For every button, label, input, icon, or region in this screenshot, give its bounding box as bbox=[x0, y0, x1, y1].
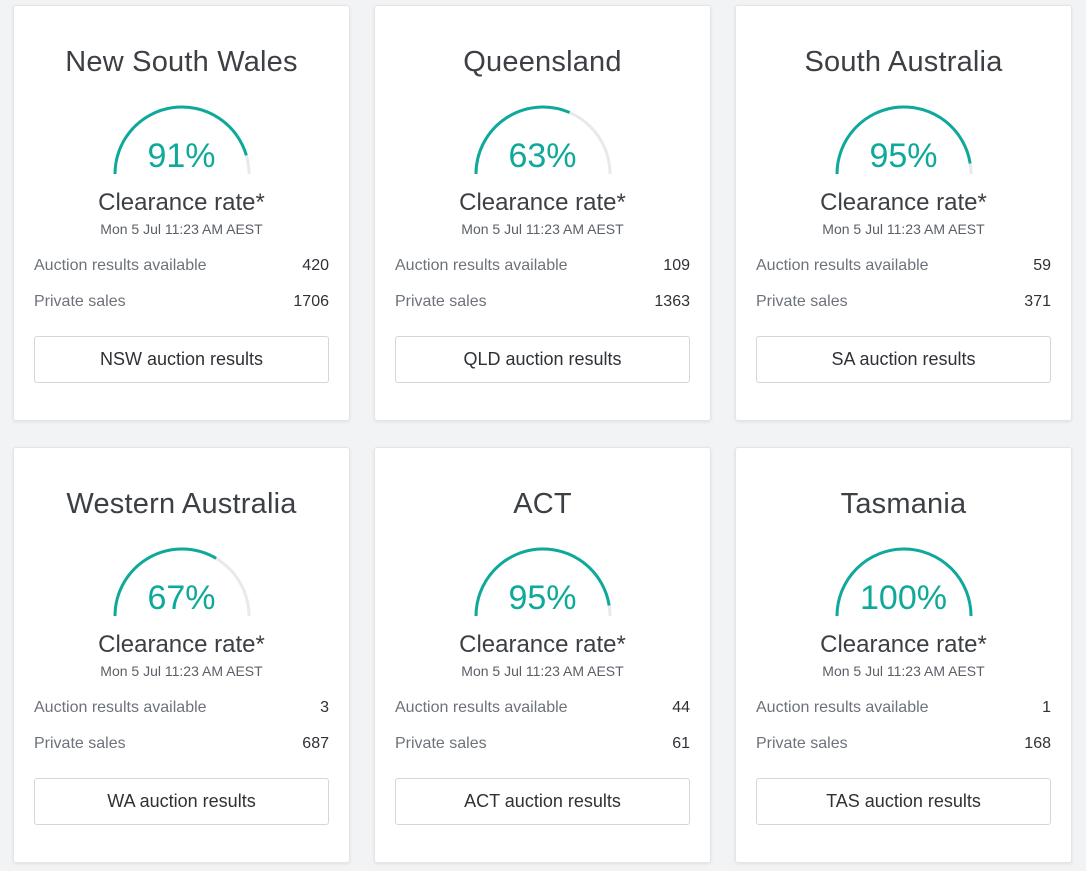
state-card-act: ACT 95% Clearance rate* Mon 5 Jul 11:23 … bbox=[374, 447, 711, 863]
auction-results-label: Auction results available bbox=[756, 257, 929, 274]
timestamp: Mon 5 Jul 11:23 AM AEST bbox=[461, 663, 624, 679]
clearance-rate-label: Clearance rate* bbox=[459, 189, 626, 216]
private-sales-count: 168 bbox=[1024, 735, 1051, 752]
auction-results-count: 44 bbox=[672, 699, 690, 716]
act-auction-results-button[interactable]: ACT auction results bbox=[395, 778, 690, 825]
clearance-rate-value: 63% bbox=[508, 137, 577, 175]
wa-auction-results-button[interactable]: WA auction results bbox=[34, 778, 329, 825]
state-name: Tasmania bbox=[840, 488, 967, 520]
private-sales-row: Private sales 1706 bbox=[34, 293, 329, 315]
clearance-gauge bbox=[473, 540, 613, 620]
state-card-nsw: New South Wales 91% Clearance rate* Mon … bbox=[13, 5, 350, 421]
private-sales-label: Private sales bbox=[756, 293, 848, 310]
timestamp: Mon 5 Jul 11:23 AM AEST bbox=[100, 663, 263, 679]
timestamp: Mon 5 Jul 11:23 AM AEST bbox=[822, 663, 985, 679]
nsw-auction-results-button[interactable]: NSW auction results bbox=[34, 336, 329, 383]
state-card-sa: South Australia 95% Clearance rate* Mon … bbox=[735, 5, 1072, 421]
gauge-fill bbox=[835, 105, 972, 175]
clearance-rate-value: 100% bbox=[860, 579, 947, 617]
clearance-rate-label: Clearance rate* bbox=[459, 631, 626, 658]
private-sales-label: Private sales bbox=[34, 735, 126, 752]
timestamp: Mon 5 Jul 11:23 AM AEST bbox=[822, 221, 985, 237]
clearance-rate-value: 95% bbox=[508, 579, 577, 617]
gauge-svg bbox=[113, 547, 251, 617]
auction-results-row: Auction results available 1 bbox=[756, 699, 1051, 721]
private-sales-count: 1363 bbox=[654, 293, 690, 310]
gauge-svg bbox=[474, 547, 612, 617]
auction-results-row: Auction results available 3 bbox=[34, 699, 329, 721]
clearance-gauge bbox=[112, 540, 252, 620]
auction-results-count: 59 bbox=[1033, 257, 1051, 274]
auction-results-label: Auction results available bbox=[395, 257, 568, 274]
timestamp: Mon 5 Jul 11:23 AM AEST bbox=[100, 221, 263, 237]
gauge-fill bbox=[835, 547, 973, 617]
auction-results-count: 109 bbox=[663, 257, 690, 274]
auction-results-label: Auction results available bbox=[395, 699, 568, 716]
state-name: Western Australia bbox=[66, 488, 297, 520]
gauge-fill bbox=[474, 105, 571, 175]
gauge-svg bbox=[474, 105, 612, 175]
auction-results-row: Auction results available 44 bbox=[395, 699, 690, 721]
auction-results-count: 1 bbox=[1042, 699, 1051, 716]
private-sales-count: 371 bbox=[1024, 293, 1051, 310]
clearance-rate-label: Clearance rate* bbox=[820, 189, 987, 216]
auction-results-row: Auction results available 420 bbox=[34, 257, 329, 279]
private-sales-row: Private sales 687 bbox=[34, 735, 329, 757]
state-card-qld: Queensland 63% Clearance rate* Mon 5 Jul… bbox=[374, 5, 711, 421]
state-name: Queensland bbox=[463, 46, 622, 78]
auction-results-label: Auction results available bbox=[34, 257, 207, 274]
auction-results-count: 3 bbox=[320, 699, 329, 716]
clearance-gauge bbox=[834, 540, 974, 620]
auction-results-label: Auction results available bbox=[34, 699, 207, 716]
clearance-rate-label: Clearance rate* bbox=[820, 631, 987, 658]
private-sales-label: Private sales bbox=[756, 735, 848, 752]
private-sales-row: Private sales 1363 bbox=[395, 293, 690, 315]
clearance-gauge bbox=[834, 98, 974, 178]
gauge-svg bbox=[113, 105, 251, 175]
timestamp: Mon 5 Jul 11:23 AM AEST bbox=[461, 221, 624, 237]
private-sales-row: Private sales 371 bbox=[756, 293, 1051, 315]
gauge-svg bbox=[835, 105, 973, 175]
state-name: South Australia bbox=[804, 46, 1003, 78]
private-sales-label: Private sales bbox=[34, 293, 126, 310]
clearance-rate-value: 67% bbox=[147, 579, 216, 617]
sa-auction-results-button[interactable]: SA auction results bbox=[756, 336, 1051, 383]
clearance-gauge bbox=[473, 98, 613, 178]
clearance-rate-label: Clearance rate* bbox=[98, 631, 265, 658]
state-card-tas: Tasmania 100% Clearance rate* Mon 5 Jul … bbox=[735, 447, 1072, 863]
private-sales-row: Private sales 61 bbox=[395, 735, 690, 757]
state-card-wa: Western Australia 67% Clearance rate* Mo… bbox=[13, 447, 350, 863]
clearance-gauge bbox=[112, 98, 252, 178]
private-sales-count: 61 bbox=[672, 735, 690, 752]
clearance-rate-value: 91% bbox=[147, 137, 216, 175]
auction-results-row: Auction results available 59 bbox=[756, 257, 1051, 279]
private-sales-count: 687 bbox=[302, 735, 329, 752]
gauge-fill bbox=[113, 547, 217, 617]
auction-results-label: Auction results available bbox=[756, 699, 929, 716]
state-name: New South Wales bbox=[65, 46, 298, 78]
state-name: ACT bbox=[513, 488, 572, 520]
tas-auction-results-button[interactable]: TAS auction results bbox=[756, 778, 1051, 825]
private-sales-row: Private sales 168 bbox=[756, 735, 1051, 757]
qld-auction-results-button[interactable]: QLD auction results bbox=[395, 336, 690, 383]
auction-results-count: 420 bbox=[302, 257, 329, 274]
private-sales-label: Private sales bbox=[395, 735, 487, 752]
clearance-rate-label: Clearance rate* bbox=[98, 189, 265, 216]
gauge-fill bbox=[474, 547, 611, 617]
gauge-svg bbox=[835, 547, 973, 617]
clearance-rate-value: 95% bbox=[869, 137, 938, 175]
auction-results-row: Auction results available 109 bbox=[395, 257, 690, 279]
gauge-fill bbox=[113, 105, 248, 175]
private-sales-label: Private sales bbox=[395, 293, 487, 310]
private-sales-count: 1706 bbox=[293, 293, 329, 310]
